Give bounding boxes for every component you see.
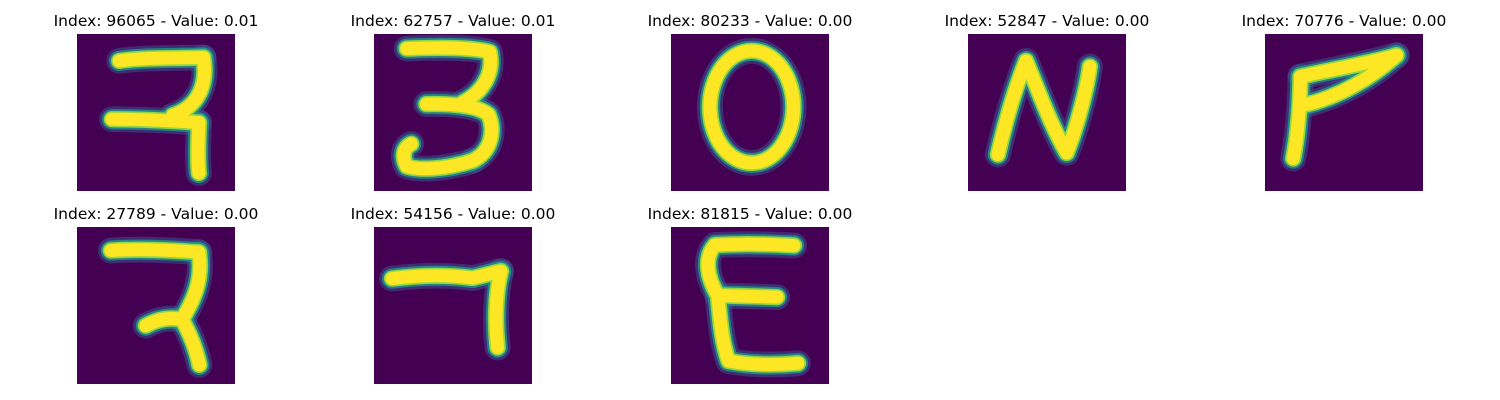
grid-panel-4: Index: 52847 - Value: 0.00 [917, 12, 1177, 197]
panel-title: Index: 81815 - Value: 0.00 [647, 205, 853, 223]
digit-image [77, 227, 235, 384]
grid-panel-7: Index: 54156 - Value: 0.00 [323, 205, 583, 390]
grid-panel-2: Index: 62757 - Value: 0.01 [323, 12, 583, 197]
panel-title: Index: 52847 - Value: 0.00 [944, 12, 1150, 30]
digit-image [968, 34, 1126, 191]
grid-panel-6: Index: 27789 - Value: 0.00 [26, 205, 286, 390]
panel-title: Index: 96065 - Value: 0.01 [53, 12, 259, 30]
grid-panel-8: Index: 81815 - Value: 0.00 [620, 205, 880, 390]
panel-title: Index: 70776 - Value: 0.00 [1241, 12, 1447, 30]
digit-image [374, 34, 532, 191]
digit-image [671, 227, 829, 384]
digit-image [671, 34, 829, 191]
grid-panel-1: Index: 96065 - Value: 0.01 [26, 12, 286, 197]
grid-panel-3: Index: 80233 - Value: 0.00 [620, 12, 880, 197]
grid-panel-5: Index: 70776 - Value: 0.00 [1214, 12, 1474, 197]
panel-title: Index: 80233 - Value: 0.00 [647, 12, 853, 30]
panel-title: Index: 62757 - Value: 0.01 [350, 12, 556, 30]
panel-title: Index: 27789 - Value: 0.00 [53, 205, 259, 223]
digit-image [1265, 34, 1423, 191]
digit-image [77, 34, 235, 191]
digit-image [374, 227, 532, 384]
panel-title: Index: 54156 - Value: 0.00 [350, 205, 556, 223]
